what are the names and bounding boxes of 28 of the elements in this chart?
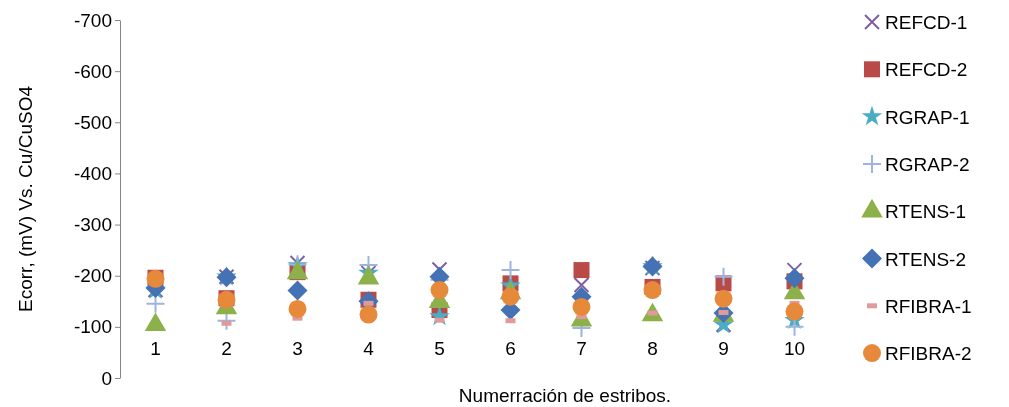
legend-label: RFIBRA-1 — [885, 295, 972, 317]
x-tick-label: 1 — [150, 337, 161, 359]
x-tick-label: 10 — [783, 337, 806, 359]
y-axis-title: Ecorr, (mV) Vs. Cu/CuSO4 — [15, 85, 36, 312]
legend-label: RTENS-1 — [885, 201, 966, 223]
y-tick-label: -500 — [73, 111, 112, 133]
x-tick-label: 9 — [718, 337, 729, 359]
legend-label: REFCD-2 — [885, 59, 968, 81]
x-tick-label: 8 — [647, 337, 658, 359]
y-tick-label: -300 — [73, 214, 112, 236]
y-tick-label: -200 — [73, 265, 112, 287]
x-axis-title: Numerración de estribos. — [458, 385, 672, 406]
y-tick-label: -600 — [73, 60, 112, 82]
y-tick-label: -700 — [73, 9, 112, 31]
legend-label: RGRAP-2 — [885, 153, 970, 175]
x-tick-label: 7 — [576, 337, 587, 359]
x-tick-label: 5 — [434, 337, 445, 359]
y-tick-label: -400 — [73, 163, 112, 185]
legend-label: RFIBRA-2 — [885, 343, 972, 365]
y-tick-label: -100 — [73, 316, 112, 338]
x-tick-label: 4 — [363, 337, 375, 359]
x-tick-label: 6 — [505, 337, 516, 359]
legend-label: RGRAP-1 — [885, 106, 970, 128]
x-tick-label: 2 — [221, 337, 232, 359]
y-tick-label: 0 — [101, 367, 112, 389]
x-tick-label: 3 — [292, 337, 303, 359]
legend-label: REFCD-1 — [885, 12, 968, 33]
legend-label: RTENS-2 — [885, 248, 966, 270]
